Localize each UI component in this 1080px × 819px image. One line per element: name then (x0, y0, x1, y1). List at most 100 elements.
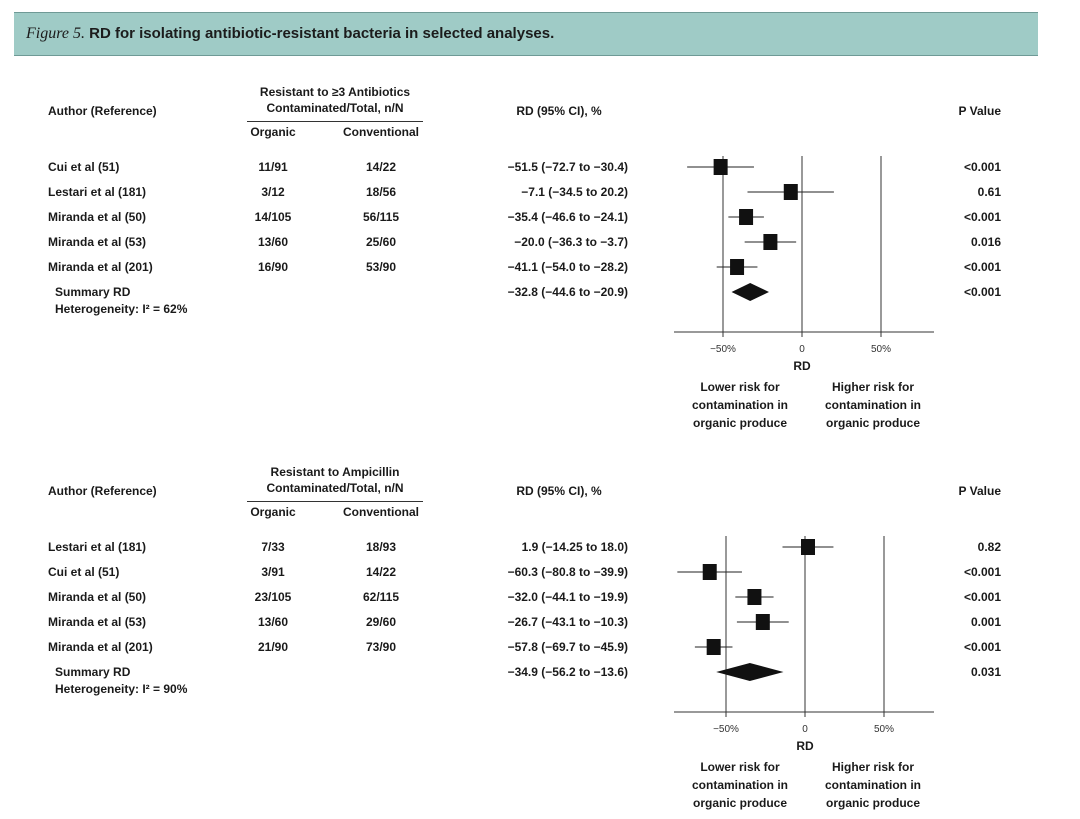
row-rd: −41.1 (−54.0 to −28.2) (507, 260, 628, 274)
row-author: Miranda et al (201) (48, 640, 153, 654)
summary-label: Summary RD (55, 665, 131, 679)
summary-heterogeneity: Heterogeneity: I² = 90% (55, 682, 188, 696)
row-author: Lestari et al (181) (48, 540, 147, 554)
forest-plot: −50% 0 50% RD (674, 536, 934, 753)
column-header-p: P Value (958, 104, 1001, 118)
row-rd: −26.7 (−43.1 to −10.3) (507, 615, 628, 629)
hint-lower-risk-line: organic produce (692, 416, 787, 430)
row-author: Cui et al (51) (48, 565, 120, 579)
row-author: Lestari et al (181) (48, 185, 147, 199)
row-author: Miranda et al (53) (48, 615, 147, 629)
row-author: Miranda et al (50) (48, 210, 147, 224)
column-header-author: Author (Reference) (48, 104, 157, 118)
row-organic: 7/33 (261, 540, 285, 554)
hint-lower-risk-line: organic produce (692, 796, 787, 810)
x-axis-label: RD (796, 739, 814, 753)
column-header-organic: Organic (250, 125, 296, 139)
x-tick-label: 50% (871, 344, 891, 355)
row-conventional: 25/60 (365, 235, 397, 249)
row-rd: −60.3 (−80.8 to −39.9) (507, 565, 628, 579)
row-author: Miranda et al (50) (48, 590, 147, 604)
figure-caption: RD for isolating antibiotic-resistant ba… (89, 25, 555, 42)
row-organic: 13/60 (257, 235, 289, 249)
column-header-conventional: Conventional (342, 125, 420, 139)
point-estimate (783, 184, 798, 200)
row-rd: −51.5 (−72.7 to −30.4) (507, 160, 628, 174)
row-organic: 16/90 (257, 260, 289, 274)
row-organic: 11/91 (258, 160, 288, 174)
row-p-value: 0.001 (970, 615, 1001, 629)
row-p-value: <0.001 (963, 210, 1001, 224)
x-tick-label: −50% (710, 344, 736, 355)
point-estimate (713, 159, 728, 175)
x-tick-label: 50% (874, 724, 894, 735)
row-p-value: 0.016 (970, 235, 1001, 249)
summary-rd: −32.8 (−44.6 to −20.9) (507, 285, 628, 299)
row-p-value: 0.82 (977, 540, 1001, 554)
row-p-value: <0.001 (963, 590, 1001, 604)
hint-lower-risk: Lower risk for contamination in organic pr… (680, 378, 800, 432)
column-header-p: P Value (958, 484, 1001, 498)
point-estimate (755, 614, 770, 630)
row-conventional: 14/22 (365, 160, 397, 174)
point-estimate (730, 259, 745, 275)
hint-higher-risk-line: contamination in (825, 778, 921, 792)
point-estimate (763, 234, 778, 250)
hint-higher-risk-line: Higher risk for (831, 760, 915, 774)
header-rule (247, 501, 423, 502)
hint-lower-risk-line: contamination in (692, 778, 788, 792)
row-organic: 13/60 (257, 615, 289, 629)
column-header-rd: RD (95% CI), % (516, 484, 602, 498)
point-estimate (747, 589, 762, 605)
hint-lower-risk-line: contamination in (692, 398, 788, 412)
group-header: Resistant to ≥3 Antibiotics (259, 85, 411, 99)
forest-plot: −50% 0 50% RD (674, 156, 934, 373)
row-rd: −32.0 (−44.1 to −19.9) (507, 590, 628, 604)
summary-heterogeneity: Heterogeneity: I² = 62% (55, 302, 188, 316)
hint-higher-risk: Higher risk for contamination in organic p… (813, 378, 933, 432)
row-conventional: 56/115 (362, 210, 400, 224)
row-author: Miranda et al (201) (48, 260, 153, 274)
row-conventional: 18/93 (365, 540, 397, 554)
summary-p-value: <0.001 (963, 285, 1001, 299)
hint-higher-risk-line: organic produce (825, 796, 920, 810)
row-organic: 3/91 (261, 565, 285, 579)
row-p-value: 0.61 (977, 185, 1001, 199)
row-rd: −20.0 (−36.3 to −3.7) (514, 235, 628, 249)
group-subheader: Contaminated/Total, n/N (266, 481, 404, 495)
column-header-conventional: Conventional (342, 505, 420, 519)
row-conventional: 29/60 (365, 615, 397, 629)
summary-p-value: 0.031 (970, 665, 1001, 679)
hint-higher-risk: Higher risk for contamination in organic p… (813, 758, 933, 812)
hint-lower-risk: Lower risk for contamination in organic pr… (680, 758, 800, 812)
group-header: Resistant to Ampicillin (270, 465, 400, 479)
x-tick-label: 0 (802, 724, 808, 735)
hint-higher-risk-line: organic produce (825, 416, 920, 430)
hint-lower-risk-line: Lower risk for (700, 760, 780, 774)
row-conventional: 18/56 (365, 185, 397, 199)
row-p-value: <0.001 (963, 260, 1001, 274)
figure-label: Figure 5. (26, 25, 85, 42)
row-rd: −57.8 (−69.7 to −45.9) (507, 640, 628, 654)
summary-diamond (731, 283, 769, 301)
hint-higher-risk-line: contamination in (825, 398, 921, 412)
row-p-value: <0.001 (963, 640, 1001, 654)
row-conventional: 14/22 (365, 565, 397, 579)
row-p-value: <0.001 (963, 160, 1001, 174)
row-rd: −35.4 (−46.6 to −24.1) (507, 210, 628, 224)
row-author: Miranda et al (53) (48, 235, 147, 249)
row-rd: 1.9 (−14.25 to 18.0) (521, 540, 628, 554)
x-tick-label: 0 (799, 344, 805, 355)
figure-banner: Figure 5. RD for isolating antibiotic-re… (14, 12, 1038, 56)
x-axis-label: RD (793, 359, 811, 373)
row-organic: 3/12 (261, 185, 285, 199)
row-conventional: 53/90 (365, 260, 397, 274)
row-conventional: 73/90 (365, 640, 397, 654)
header-rule (247, 121, 423, 122)
figure-title: Figure 5. RD for isolating antibiotic-re… (26, 25, 554, 43)
column-header-author: Author (Reference) (48, 484, 157, 498)
hint-higher-risk-line: Higher risk for (831, 380, 915, 394)
point-estimate (801, 539, 816, 555)
summary-diamond (716, 663, 784, 681)
row-rd: −7.1 (−34.5 to 20.2) (521, 185, 628, 199)
